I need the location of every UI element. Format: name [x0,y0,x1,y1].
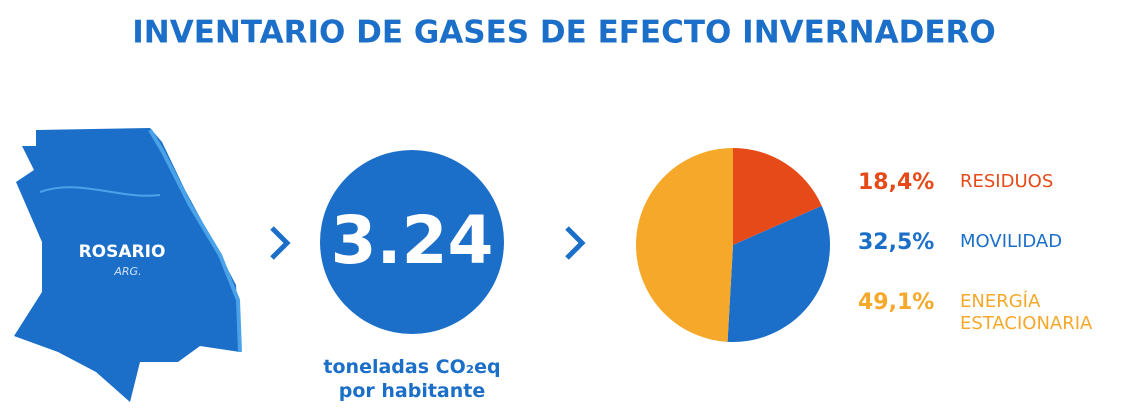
legend-item: 32,5% MOVILIDAD [858,230,1128,255]
title: INVENTARIO DE GASES DE EFECTO INVERNADER… [132,15,996,51]
legend-label: ENERGÍA ESTACIONARIA [960,291,1093,334]
pie-slice [727,205,830,342]
stat-caption: toneladas CO₂eq por habitante [306,355,518,403]
caption-line: toneladas CO₂eq [323,356,501,378]
map-sublabel: ARG. [113,265,141,278]
river [148,128,242,353]
stat-circle [320,150,504,334]
legend-item: 49,1% ENERGÍA ESTACIONARIA [858,290,1128,335]
legend-label: RESIDUOS [960,171,1054,192]
boundary [39,186,161,197]
pie-slice [636,148,733,342]
value-label: 49,1% [858,290,935,315]
caption-line: por habitante [338,380,486,402]
pie [636,148,830,342]
arrow [565,226,586,260]
map-label: ROSARIO [79,242,166,262]
value-label: 32,5% [858,230,935,255]
pie-slice [733,148,822,245]
arrow [270,226,291,260]
stat-value: 3.24 [331,202,494,279]
legend-label: MOVILIDAD [960,231,1063,252]
value-label: 18,4% [858,170,935,195]
legend-item: 18,4% RESIDUOS [858,170,1128,195]
